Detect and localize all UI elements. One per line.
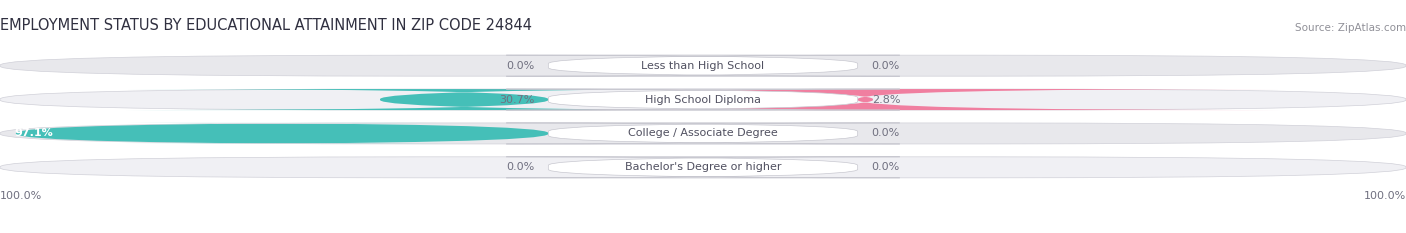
Text: 100.0%: 100.0% xyxy=(1364,191,1406,201)
Text: 100.0%: 100.0% xyxy=(0,191,42,201)
Text: College / Associate Degree: College / Associate Degree xyxy=(628,128,778,138)
Text: 0.0%: 0.0% xyxy=(872,61,900,71)
Text: 0.0%: 0.0% xyxy=(506,162,534,172)
Text: 97.1%: 97.1% xyxy=(14,128,53,138)
Text: Source: ZipAtlas.com: Source: ZipAtlas.com xyxy=(1295,24,1406,34)
Text: Bachelor's Degree or higher: Bachelor's Degree or higher xyxy=(624,162,782,172)
Text: Less than High School: Less than High School xyxy=(641,61,765,71)
Text: EMPLOYMENT STATUS BY EDUCATIONAL ATTAINMENT IN ZIP CODE 24844: EMPLOYMENT STATUS BY EDUCATIONAL ATTAINM… xyxy=(0,18,531,34)
Text: 0.0%: 0.0% xyxy=(872,128,900,138)
FancyBboxPatch shape xyxy=(15,123,548,144)
FancyBboxPatch shape xyxy=(506,157,900,178)
Text: 0.0%: 0.0% xyxy=(872,162,900,172)
FancyBboxPatch shape xyxy=(506,55,900,76)
FancyBboxPatch shape xyxy=(0,157,1406,178)
FancyBboxPatch shape xyxy=(506,123,900,144)
Text: 2.8%: 2.8% xyxy=(872,95,900,105)
Text: High School Diploma: High School Diploma xyxy=(645,95,761,105)
FancyBboxPatch shape xyxy=(451,89,1279,110)
FancyBboxPatch shape xyxy=(506,89,900,110)
Text: 30.7%: 30.7% xyxy=(499,95,534,105)
FancyBboxPatch shape xyxy=(127,89,801,110)
FancyBboxPatch shape xyxy=(0,89,1406,110)
Text: 0.0%: 0.0% xyxy=(506,61,534,71)
FancyBboxPatch shape xyxy=(0,123,1406,144)
FancyBboxPatch shape xyxy=(0,55,1406,76)
